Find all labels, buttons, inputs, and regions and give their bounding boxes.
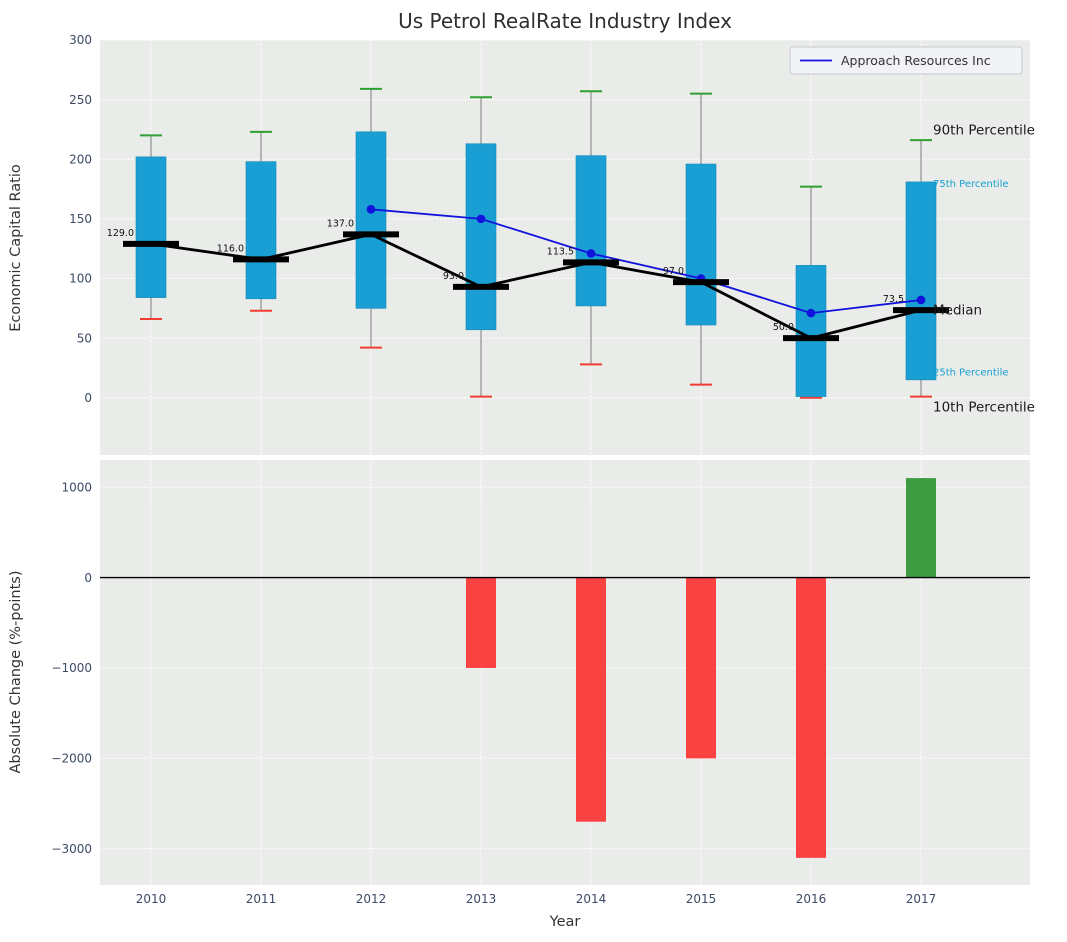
median-value-label-2012: 137.0 bbox=[327, 218, 354, 229]
x-tick-label-2014: 2014 bbox=[576, 892, 607, 906]
iqr-box-2012 bbox=[355, 131, 387, 309]
bar-2016 bbox=[796, 577, 826, 858]
y-tick-label-top: 150 bbox=[69, 212, 92, 226]
annotation-25th-percentile: 25th Percentile bbox=[933, 368, 1009, 379]
background-layer bbox=[100, 40, 1030, 885]
x-tick-label-2011: 2011 bbox=[246, 892, 277, 906]
x-axis-label: Year bbox=[549, 914, 581, 930]
y-tick-label-top: 200 bbox=[69, 152, 92, 166]
legend-box bbox=[789, 46, 1023, 75]
median-value-label-2015: 97.0 bbox=[663, 266, 684, 277]
company-point-2016 bbox=[806, 308, 816, 318]
x-tick-label-2015: 2015 bbox=[686, 892, 717, 906]
y-tick-label-top: 250 bbox=[69, 93, 92, 107]
y-tick-label-top: 100 bbox=[69, 272, 92, 286]
y-tick-label-bottom: 1000 bbox=[61, 480, 92, 494]
company-point-2014 bbox=[586, 249, 596, 258]
company-point-2012 bbox=[366, 205, 376, 214]
tick-label-layer: 0 50 100 150 200 250 300 1000 0 −1000 −2000 −3000 20… bbox=[51, 33, 1035, 906]
x-tick-label-2012: 2012 bbox=[356, 892, 387, 906]
x-tick-label-2013: 2013 bbox=[466, 892, 497, 906]
annotation-75th-percentile: 75th Percentile bbox=[933, 179, 1009, 190]
median-trend-line bbox=[150, 232, 922, 340]
y-tick-label-top: 0 bbox=[84, 391, 92, 405]
company-line bbox=[370, 208, 922, 315]
y-tick-label-top: 300 bbox=[69, 33, 92, 47]
bar-2015 bbox=[686, 577, 716, 759]
legend-label: Approach Resources Inc bbox=[841, 53, 991, 68]
median-value-label-2010: 129.0 bbox=[107, 228, 134, 239]
annotation-10th-percentile: 10th Percentile bbox=[933, 399, 1035, 415]
text-layer: Us Petrol RealRate Industry Index Econom… bbox=[8, 9, 1023, 930]
y-tick-label-bottom: −1000 bbox=[51, 661, 92, 675]
iqr-box-2016 bbox=[795, 265, 827, 397]
median-value-label-2017: 73.5 bbox=[883, 294, 904, 305]
x-tick-label-2010: 2010 bbox=[136, 892, 167, 906]
iqr-box-2015 bbox=[685, 163, 717, 326]
marks-layer: 129.0 116.0 137.0 93.0 113.5 97.0 50.0 73.5 bbox=[100, 87, 1030, 858]
iqr-box-2017 bbox=[905, 181, 937, 381]
y-tick-label-bottom: −3000 bbox=[51, 842, 92, 856]
x-tick-label-2017: 2017 bbox=[906, 892, 937, 906]
bar-2014 bbox=[576, 577, 606, 822]
bar-2013 bbox=[466, 577, 496, 668]
chart-title: Us Petrol RealRate Industry Index bbox=[398, 9, 732, 33]
company-point-2013 bbox=[476, 214, 486, 224]
company-point-2017 bbox=[916, 295, 926, 305]
bottom-panel-background bbox=[100, 460, 1030, 885]
y-axis-label-top: Economic Capital Ratio bbox=[8, 164, 24, 332]
y-tick-label-bottom: −2000 bbox=[51, 752, 92, 766]
y-axis-label-bottom: Absolute Change (%-points) bbox=[8, 571, 24, 774]
bar-2017 bbox=[906, 478, 936, 578]
median-value-label-2013: 93.0 bbox=[443, 271, 464, 282]
median-value-label-2014: 113.5 bbox=[547, 246, 574, 257]
y-tick-label-top: 50 bbox=[77, 331, 92, 345]
legend: Approach Resources Inc bbox=[789, 46, 1023, 75]
iqr-box-2010 bbox=[135, 156, 167, 298]
median-value-label-2011: 116.0 bbox=[217, 243, 244, 254]
iqr-box-2013 bbox=[465, 143, 497, 331]
annotation-90th-percentile: 90th Percentile bbox=[933, 123, 1035, 139]
median-value-label-2016: 50.0 bbox=[773, 322, 794, 333]
iqr-box-2011 bbox=[245, 161, 277, 300]
x-tick-label-2016: 2016 bbox=[796, 892, 827, 906]
iqr-box-2014 bbox=[575, 155, 607, 307]
y-tick-label-bottom: 0 bbox=[84, 571, 92, 585]
annotation-median: Median bbox=[933, 303, 982, 319]
